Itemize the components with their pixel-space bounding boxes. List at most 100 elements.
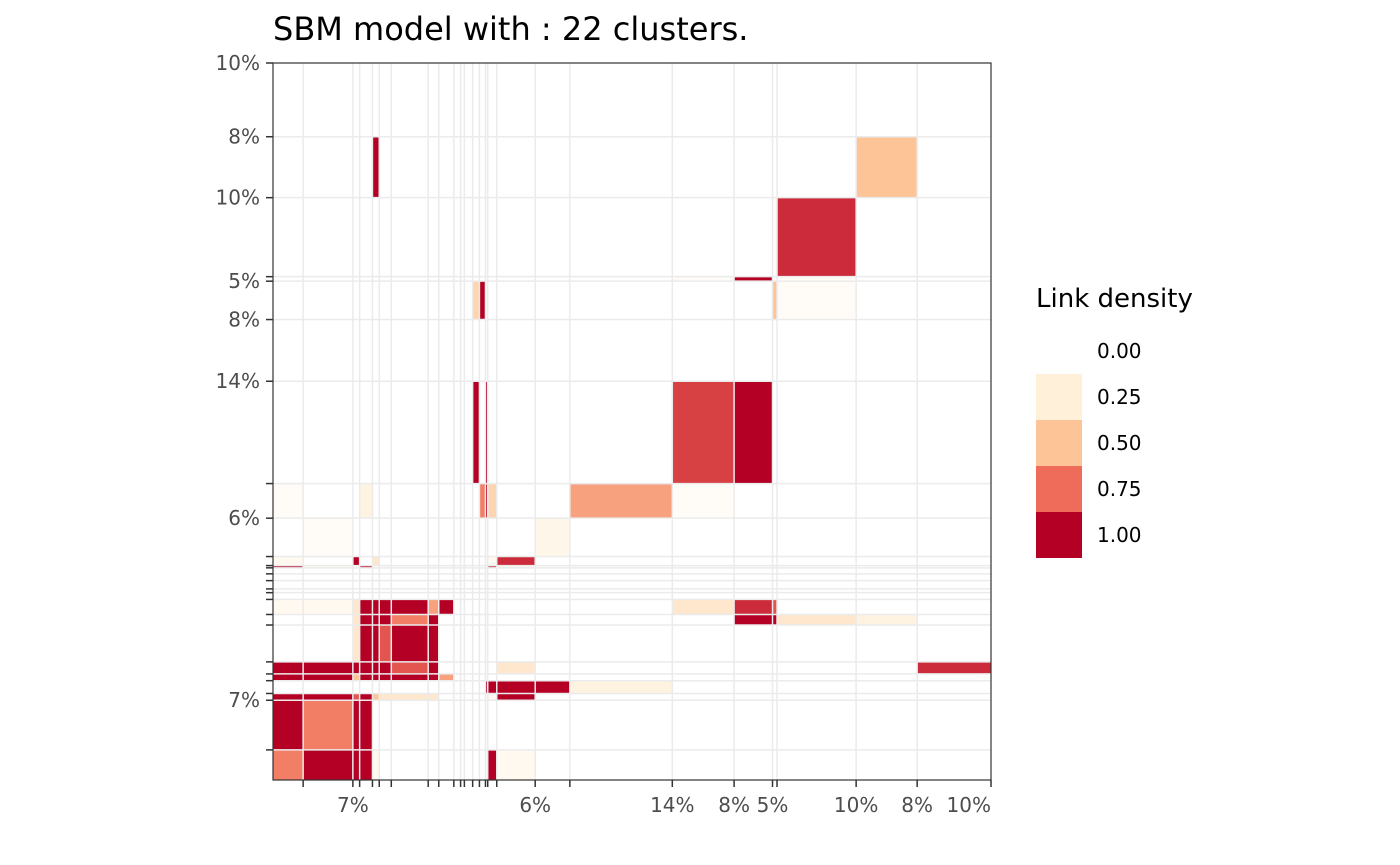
heatmap-cell [485, 483, 488, 519]
heatmap-cell [734, 381, 773, 484]
heatmap-cell [303, 749, 353, 780]
heatmap-cell [535, 518, 570, 557]
legend-label: 0.50 [1097, 431, 1142, 455]
heatmap-cell [359, 625, 373, 662]
heatmap-cell [303, 700, 353, 750]
y-tick-label: 6% [228, 506, 260, 530]
heatmap-cell [917, 661, 991, 674]
heatmap-cell [496, 661, 536, 674]
heatmap-cell [273, 565, 304, 568]
heatmap-cell [303, 599, 353, 615]
heatmap-cell [569, 680, 673, 694]
heatmap-cell [777, 276, 857, 282]
heatmap-cell [391, 661, 429, 674]
heatmap-cell [472, 281, 480, 320]
heatmap-cell [391, 614, 429, 626]
heatmap-cell [359, 749, 373, 780]
heatmap-cell [359, 614, 373, 626]
heatmap-cell [352, 673, 360, 681]
heatmap-cell [569, 483, 673, 519]
heatmap-cell [273, 700, 304, 750]
heatmap-cell [372, 661, 380, 674]
chart-title: SBM model with : 22 clusters. [273, 10, 749, 48]
heatmap-cell [359, 693, 373, 701]
heatmap-cell [777, 281, 857, 320]
heatmap-cell [428, 599, 439, 615]
legend-swatch [1036, 512, 1082, 558]
heatmap-cell [487, 556, 497, 566]
heatmap-cell [303, 693, 353, 701]
heatmap-cell [772, 614, 778, 626]
heatmap-cell [734, 276, 773, 282]
y-tick-label: 7% [228, 688, 260, 712]
plot-frame [272, 62, 992, 781]
heatmap-cell [352, 556, 360, 566]
heatmap-cell [273, 673, 304, 681]
heatmap-cell [472, 381, 480, 484]
heatmap-cell [856, 136, 918, 198]
heatmap-cell [372, 136, 380, 198]
heatmap-cell [379, 625, 392, 662]
heatmap-cell [391, 673, 429, 681]
heatmap-cell [428, 693, 439, 701]
x-tick-label: 8% [718, 793, 750, 817]
heatmap-cell [359, 673, 373, 681]
heatmap-cell [535, 680, 570, 694]
heatmap-cell [303, 661, 353, 674]
heatmap-cell [391, 599, 429, 615]
heatmap-cell [352, 661, 360, 674]
legend-label: 0.00 [1097, 339, 1142, 363]
heatmap-cell [372, 599, 380, 615]
legend-swatch [1036, 466, 1082, 512]
heatmap-cell [672, 483, 735, 519]
heatmap-cell [273, 661, 304, 674]
y-tick-label: 14% [216, 369, 260, 393]
heatmap-cell [428, 661, 439, 674]
legend-title: Link density [1036, 284, 1193, 314]
y-tick-label: 8% [228, 125, 260, 149]
x-tick-label: 5% [757, 793, 789, 817]
heatmap-cell [856, 614, 918, 626]
x-tick-label: 10% [834, 793, 878, 817]
heatmap-cell [352, 614, 360, 626]
y-tick-label: 10% [216, 51, 260, 75]
heatmap-cell [359, 565, 373, 568]
heatmap-cell [496, 556, 536, 566]
heatmap-cell [487, 693, 497, 701]
heatmap-cell [438, 599, 454, 615]
legend-label: 0.25 [1097, 385, 1142, 409]
legend-label: 0.75 [1097, 477, 1142, 501]
axis-ticks: 7% 6% 14% 8% 5% 10% 8% 10% 10% 8% 10% 5% 8% 14% 6% 7% [216, 51, 992, 817]
heatmap-cells [273, 63, 991, 780]
heatmap-cell [359, 700, 373, 750]
heatmap-cell [379, 673, 392, 681]
heatmap-cell [352, 700, 360, 750]
y-tick-label: 10% [216, 186, 260, 210]
x-tick-label: 10% [947, 793, 991, 817]
heatmap-cell [273, 599, 304, 615]
heatmap-cell [487, 680, 497, 694]
cluster-separator-lines [273, 63, 991, 780]
heatmap-cell [372, 673, 380, 681]
heatmap-cell [496, 693, 536, 701]
heatmap-cell [352, 625, 360, 662]
heatmap-cell [372, 614, 380, 626]
heatmap-cell [438, 673, 454, 681]
heatmap-cell [303, 673, 353, 681]
heatmap-cell [428, 625, 439, 662]
heatmap-cell [777, 197, 857, 277]
heatmap-cell [273, 556, 304, 566]
y-tick-label: 8% [228, 308, 260, 332]
heatmap-cell [734, 614, 773, 626]
heatmap-cell [352, 693, 360, 701]
heatmap-cell [772, 197, 778, 277]
heatmap-cell [372, 556, 380, 566]
legend-label: 1.00 [1097, 523, 1142, 547]
heatmap-cell [672, 276, 735, 282]
heatmap-cell [359, 483, 373, 519]
heatmap-cell [479, 281, 486, 320]
heatmap-cell [772, 599, 778, 615]
heatmap-cell [359, 661, 373, 674]
heatmap-cell [352, 599, 360, 615]
